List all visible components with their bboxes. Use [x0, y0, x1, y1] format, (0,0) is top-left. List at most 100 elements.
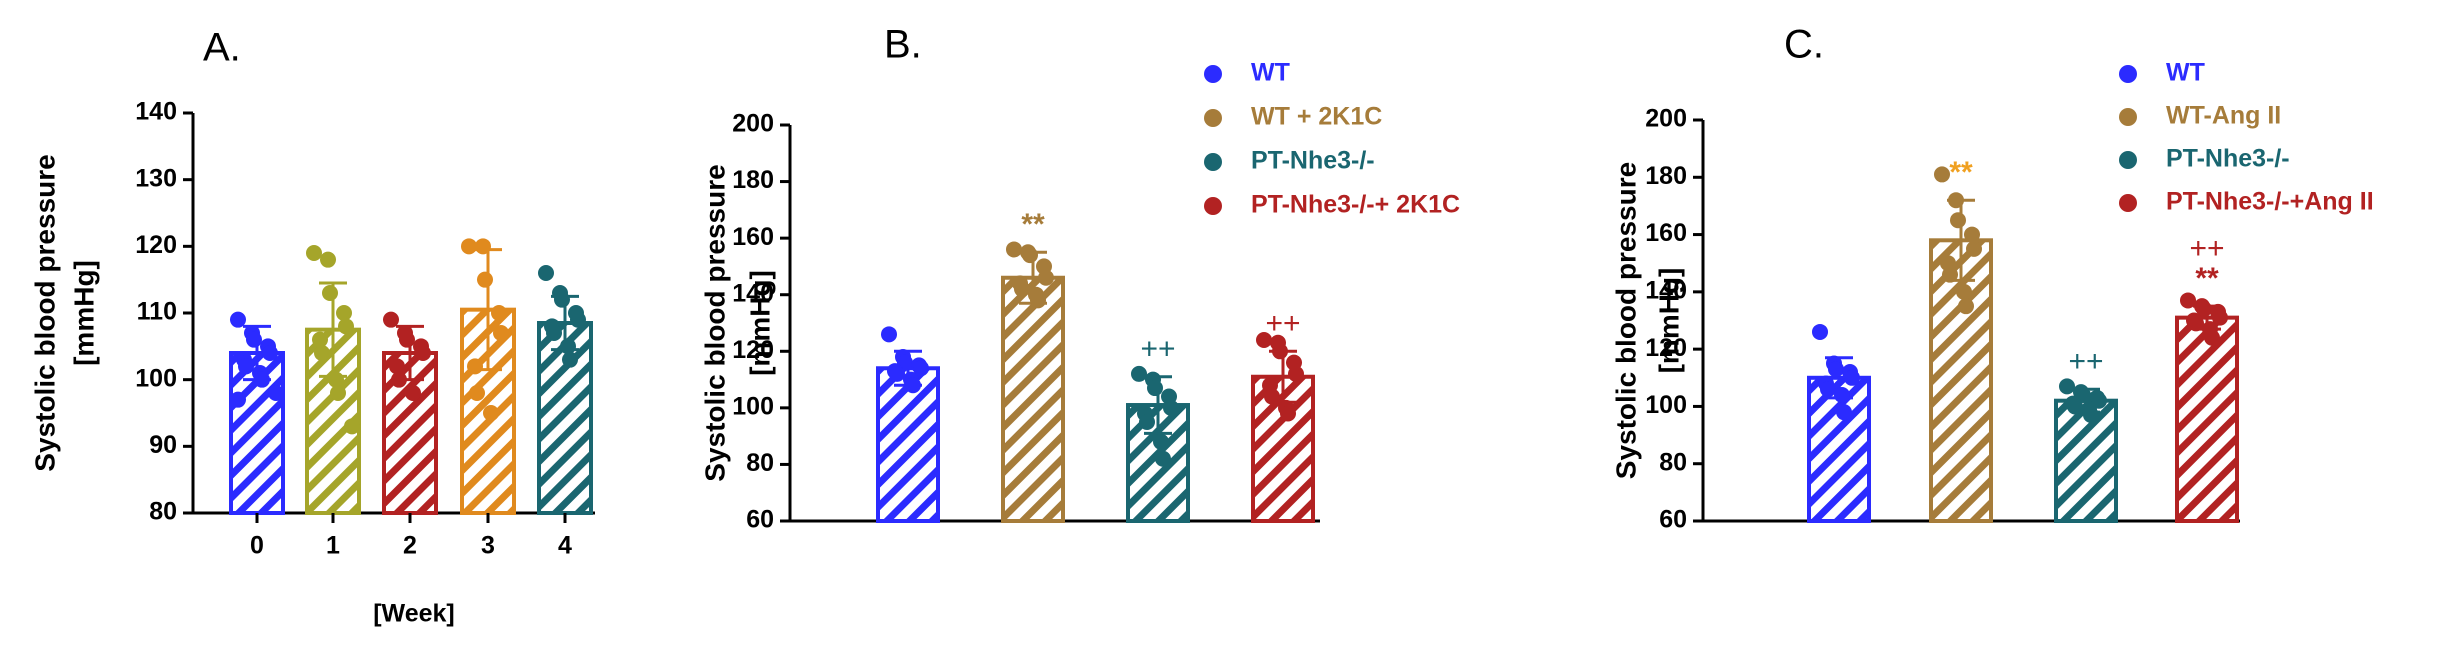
y-tick-label: 160 — [1645, 219, 1687, 247]
y-tick-label: 160 — [732, 223, 774, 251]
data-point — [1163, 399, 1179, 416]
data-point — [560, 338, 576, 355]
data-point — [467, 358, 483, 375]
y-axis-unit: [mmHg] — [744, 270, 775, 376]
data-point — [391, 371, 407, 388]
data-point — [1014, 281, 1030, 298]
legend-label: WT — [1251, 59, 1290, 87]
data-point — [538, 265, 554, 281]
data-point — [383, 311, 399, 328]
data-point — [2196, 301, 2212, 318]
y-tick-label: 120 — [732, 336, 774, 364]
data-point — [1828, 361, 1844, 378]
data-point — [913, 360, 929, 377]
data-point — [344, 418, 360, 435]
data-point — [546, 325, 562, 341]
data-point — [1844, 369, 1860, 386]
data-point — [1280, 405, 1296, 422]
annotation: ++ — [2189, 232, 2224, 265]
y-tick-label: 110 — [137, 298, 177, 326]
annotation: ** — [2195, 262, 2219, 295]
y-axis-label: Systolic blood pressure — [1610, 162, 1641, 479]
y-tick-label: 200 — [1645, 105, 1687, 133]
legend-label: WT-Ang II — [2166, 102, 2281, 130]
legend-marker — [2119, 108, 2137, 126]
data-point — [2067, 398, 2083, 415]
x-axis-label: [Week] — [373, 600, 455, 628]
data-point — [889, 365, 905, 382]
legend-label: PT-Nhe3-/- — [2166, 145, 2290, 173]
legend-marker — [2119, 194, 2137, 212]
annotation: ** — [1949, 156, 1973, 189]
y-tick-label: 140 — [732, 279, 774, 307]
x-tick-label: 3 — [481, 532, 495, 560]
data-point — [881, 326, 897, 343]
legend-label: PT-Nhe3-/-+Ang II — [2166, 188, 2374, 216]
data-point — [562, 351, 578, 368]
data-point — [2059, 378, 2075, 395]
data-point — [483, 405, 499, 421]
data-point — [1834, 386, 1850, 403]
data-point — [1948, 192, 1964, 209]
y-tick-label: 130 — [135, 164, 177, 192]
data-point — [268, 385, 284, 401]
data-point — [230, 391, 246, 408]
data-point — [330, 385, 346, 401]
data-point — [2083, 407, 2099, 424]
x-tick-label: 0 — [250, 532, 264, 560]
data-point — [314, 345, 330, 361]
data-point — [475, 238, 491, 255]
legend-marker — [1204, 153, 1222, 171]
data-point — [1964, 226, 1980, 243]
y-tick-label: 80 — [149, 498, 177, 526]
panel-title: C. — [1784, 23, 1824, 67]
y-tick-label: 120 — [135, 231, 177, 259]
data-point — [338, 318, 354, 335]
legend-marker — [2119, 151, 2137, 169]
y-tick-label: 80 — [1659, 448, 1687, 476]
data-point — [1022, 247, 1038, 264]
y-tick-label: 140 — [1645, 276, 1687, 304]
data-point — [246, 331, 262, 348]
y-tick-label: 180 — [1645, 162, 1687, 190]
data-point — [2180, 292, 2196, 309]
legend-marker — [2119, 65, 2137, 83]
x-tick-label: 1 — [326, 532, 340, 560]
data-point — [1942, 266, 1958, 283]
legend-label: WT — [2166, 59, 2205, 87]
legend-label: WT + 2K1C — [1251, 103, 1382, 131]
data-point — [1956, 283, 1972, 300]
legend-marker — [1204, 197, 1222, 215]
y-tick-label: 100 — [135, 364, 177, 392]
data-point — [320, 251, 336, 268]
data-point — [477, 271, 493, 288]
data-point — [399, 331, 415, 348]
y-tick-label: 200 — [732, 110, 774, 138]
data-point — [405, 385, 421, 401]
data-point — [262, 345, 278, 361]
y-axis-label: Systolic blood pressure — [699, 164, 730, 481]
data-point — [1836, 404, 1852, 421]
data-point — [554, 291, 570, 308]
x-tick-label: 4 — [558, 532, 572, 560]
y-tick-label: 180 — [732, 166, 774, 194]
y-tick-label: 60 — [1659, 506, 1687, 534]
data-point — [1812, 323, 1828, 340]
data-point — [322, 285, 338, 301]
data-point — [2204, 329, 2220, 346]
data-point — [1820, 381, 1836, 398]
data-point — [1288, 365, 1304, 382]
annotation: ** — [1021, 208, 1045, 241]
bar — [1001, 275, 1065, 523]
y-tick-label: 80 — [746, 449, 774, 477]
data-point — [1272, 343, 1288, 360]
data-point — [1147, 380, 1163, 397]
data-point — [2212, 309, 2228, 326]
data-point — [389, 358, 405, 375]
y-tick-label: 90 — [149, 431, 177, 459]
data-point — [491, 305, 507, 321]
data-point — [415, 345, 431, 361]
y-tick-label: 100 — [1645, 391, 1687, 419]
data-point — [461, 238, 477, 255]
